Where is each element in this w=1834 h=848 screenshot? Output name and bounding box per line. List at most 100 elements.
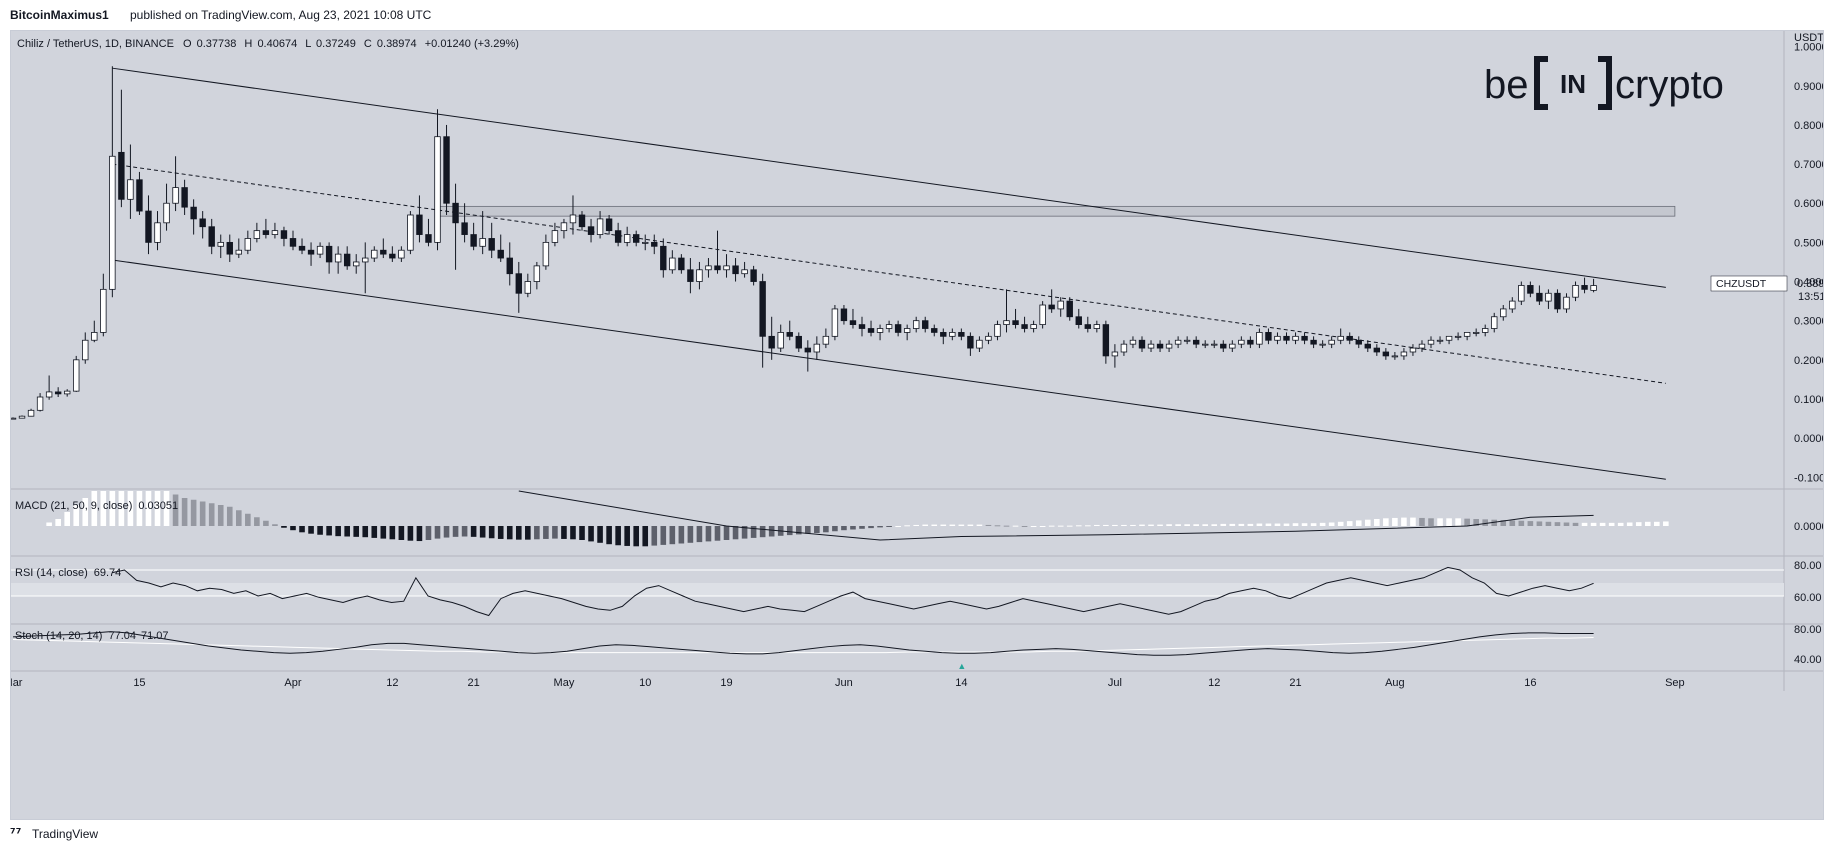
macd-histogram-bar (660, 526, 667, 545)
macd-histogram-bar (1310, 523, 1317, 526)
candlestick-chart[interactable]: Chiliz / TetherUS, 1D, BINANCE O 0.37738… (4, 31, 1834, 819)
candle-down (506, 257, 513, 275)
macd-histogram-bar (561, 526, 567, 539)
macd-histogram-bar (552, 526, 558, 539)
stoch-k-line (12, 631, 1594, 656)
macd-histogram-bar (479, 526, 486, 538)
macd-histogram-bar (46, 522, 52, 526)
macd-histogram-bar (841, 526, 847, 531)
candle-down (497, 249, 504, 259)
macd-histogram-bar (55, 519, 61, 526)
candle-down (145, 210, 152, 243)
candle-up (1120, 343, 1128, 353)
candle-down (181, 187, 188, 208)
tradingview-brand[interactable]: TradingView (32, 827, 99, 841)
macd-histogram-bar (1166, 524, 1172, 526)
macd-histogram-bar (759, 526, 766, 538)
price-tick-label: 0.60000 (1794, 198, 1823, 210)
candle-up (127, 179, 134, 200)
rsi-panel[interactable] (11, 566, 1784, 617)
candle-down (660, 245, 667, 271)
candle-up (1256, 332, 1263, 345)
publication-header: BitcoinMaximus1 published on TradingView… (0, 0, 1834, 30)
macd-histogram-bar (1328, 522, 1335, 526)
rsi-band (11, 583, 1784, 596)
candle-down (1301, 335, 1308, 341)
macd-histogram-bar (145, 491, 152, 526)
candle-down (470, 234, 477, 247)
panel-separators (11, 31, 1823, 691)
macd-histogram-bar (732, 526, 739, 540)
macd-histogram-bar (497, 526, 504, 539)
candle-down (678, 257, 685, 271)
candle-down (840, 308, 848, 322)
macd-panel[interactable] (46, 490, 1669, 547)
watermark-be: be (1484, 63, 1529, 107)
macd-histogram-bar (109, 491, 116, 526)
time-tick-label: 10 (639, 677, 651, 689)
macd-histogram-bar (1473, 519, 1479, 526)
macd-histogram-bar (814, 526, 820, 533)
macd-histogram-bar (398, 526, 405, 540)
ticker-label: CHZUSDT (1716, 278, 1767, 290)
candle-up (560, 222, 568, 232)
candle-down (416, 214, 423, 235)
macd-histogram-bar (1283, 523, 1290, 526)
candle-up (1409, 347, 1417, 353)
macd-histogram-bar (859, 526, 865, 529)
candle-up (1147, 343, 1155, 349)
candle-up (1174, 339, 1182, 345)
candle-up (831, 308, 839, 337)
stoch-tick-80: 80.00 (1794, 624, 1822, 636)
candle-down (280, 230, 288, 239)
rsi-tick-80: 80.00 (1794, 560, 1822, 572)
macd-histogram-bar (615, 526, 621, 546)
macd-histogram-bar (651, 526, 658, 546)
macd-histogram-bar (281, 526, 287, 528)
open-value: 0.37738 (197, 38, 237, 50)
candle-down (967, 335, 974, 349)
candle-down (1382, 351, 1390, 357)
candle-down (804, 347, 812, 353)
beincrypto-watermark: be IN crypto (1484, 55, 1724, 111)
candle-up (876, 328, 884, 333)
price-axis-currency: USDT (1794, 32, 1823, 44)
chart-container[interactable]: Chiliz / TetherUS, 1D, BINANCE O 0.37738… (4, 30, 1834, 820)
macd-histogram-bar (461, 526, 468, 537)
symbol-info-line: Chiliz / TetherUS, 1D, BINANCE O 0.37738… (17, 38, 519, 50)
publisher-name[interactable]: BitcoinMaximus1 (10, 8, 109, 22)
candle-up (569, 214, 577, 224)
candle-down (1102, 324, 1110, 357)
candle-down (1310, 339, 1317, 345)
candle-down (750, 269, 757, 282)
macd-histogram-bar (1247, 523, 1254, 526)
candle-up (1400, 351, 1408, 357)
tradingview-logo-icon[interactable]: ⁷⁷ (10, 827, 22, 842)
macd-histogram-bar (1599, 522, 1606, 526)
macd-histogram-bar (525, 526, 531, 540)
macd-histogram-bar (1545, 521, 1552, 526)
stoch-panel[interactable]: ▲ (12, 631, 1594, 671)
macd-histogram-bar (299, 526, 305, 533)
macd-histogram-bar (1392, 517, 1398, 526)
candle-up (1436, 339, 1444, 342)
candle-down (515, 273, 522, 294)
close-label: C (364, 38, 372, 50)
candle-down (1220, 343, 1227, 349)
rsi-value: 69.74 (94, 567, 122, 579)
macd-histogram-bar (488, 526, 495, 539)
price-tick-label: 0.00000 (1794, 433, 1823, 445)
candle-up (1229, 343, 1236, 349)
macd-histogram-bar (1220, 523, 1227, 526)
candle-up (1337, 335, 1344, 341)
candle-up (271, 230, 279, 235)
candle-up (9, 417, 17, 420)
macd-histogram-bar (1319, 522, 1326, 526)
macd-histogram-bar (823, 526, 829, 533)
candle-down (587, 226, 595, 235)
chart-background (11, 31, 1823, 819)
footer-bar: ⁷⁷ TradingView (0, 818, 1834, 848)
candle-up (1391, 355, 1399, 358)
macd-histogram-bar (1635, 522, 1642, 526)
candle-up (235, 249, 242, 255)
